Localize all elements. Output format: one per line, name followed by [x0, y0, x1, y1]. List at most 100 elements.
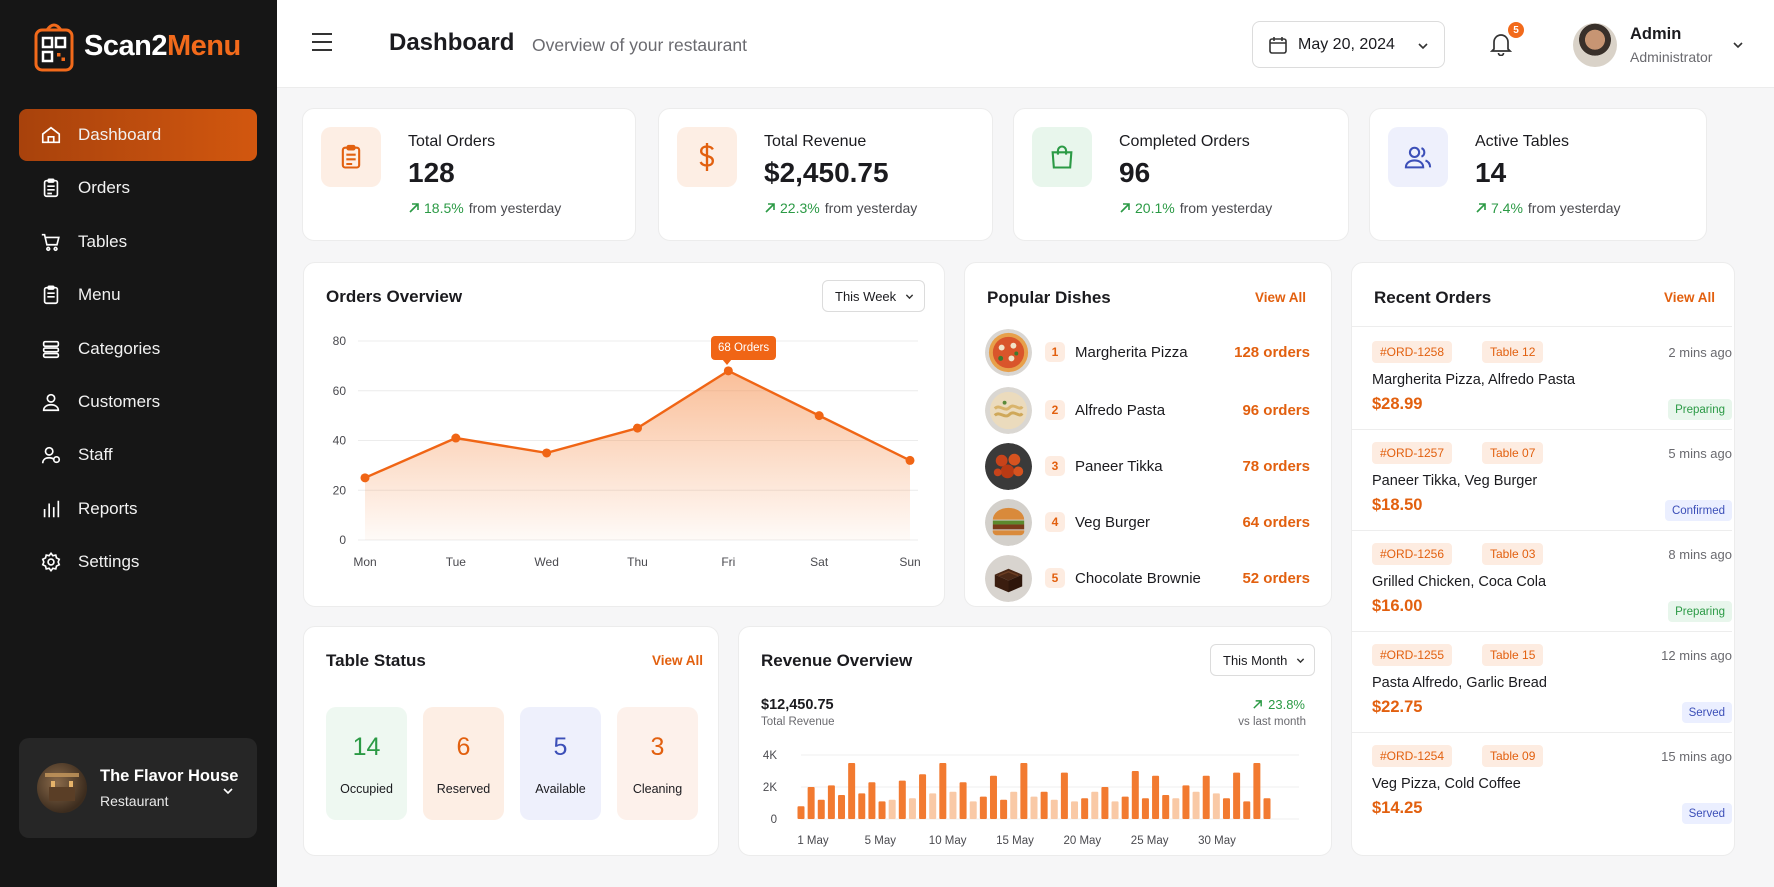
status-badge: Confirmed [1664, 500, 1732, 521]
home-icon [41, 126, 61, 144]
order-row[interactable]: #ORD-1254 Table 09 15 mins ago Veg Pizza… [1372, 745, 1732, 845]
revenue-change-label: vs last month [1238, 716, 1306, 728]
revenue-change: 23.8% [1252, 697, 1305, 712]
dish-orders: 128 orders [1234, 343, 1310, 361]
chevron-down-icon [906, 293, 914, 299]
revenue-bar [1162, 795, 1170, 819]
sidebar-item-label: Categories [78, 338, 161, 358]
order-items: Margherita Pizza, Alfredo Pasta [1372, 372, 1576, 388]
dish-row[interactable]: 4 Veg Burger 64 orders [985, 498, 1310, 546]
dish-orders: 52 orders [1242, 569, 1310, 587]
sidebar-item-label: Dashboard [78, 125, 162, 144]
order-row[interactable]: #ORD-1255 Table 15 12 mins ago Pasta Alf… [1372, 644, 1732, 744]
dish-orders: 78 orders [1242, 457, 1310, 475]
order-time: 5 mins ago [1668, 446, 1732, 461]
sidebar-item-menu[interactable]: Menu [19, 269, 257, 321]
table-status-count: 6 [456, 733, 471, 761]
brownie-image [985, 554, 1032, 602]
stat-change: 7.4% from yesterday [1475, 200, 1621, 216]
dropdown-value: This Week [835, 288, 897, 304]
dish-rank: 5 [1045, 568, 1065, 588]
revenue-bar [817, 799, 825, 819]
dish-row[interactable]: 5 Chocolate Brownie 52 orders [985, 554, 1310, 602]
bell-icon[interactable] [1490, 32, 1512, 56]
hamburger-menu-icon[interactable] [311, 32, 333, 52]
restaurant-info: The Flavor House Restaurant [100, 767, 238, 809]
table-status-cleaning[interactable]: 3 Cleaning [617, 707, 698, 820]
order-id-tag: #ORD-1256 [1372, 543, 1453, 565]
stat-label: Total Orders [408, 133, 496, 150]
sidebar-item-customers[interactable]: Customers [19, 376, 257, 428]
revenue-bar [1202, 775, 1210, 819]
dish-name: Margherita Pizza [1075, 343, 1188, 361]
order-table-tag: Table 03 [1482, 543, 1544, 565]
sidebar-item-reports[interactable]: Reports [19, 483, 257, 535]
sidebar-item-tables[interactable]: Tables [19, 216, 257, 268]
sidebar-item-settings[interactable]: Settings [19, 536, 257, 588]
revenue-bar [1091, 791, 1099, 819]
stat-label: Total Revenue [764, 133, 867, 150]
notification-badge: 5 [1508, 22, 1524, 38]
card-title: Orders Overview [326, 287, 463, 306]
page-title: Dashboard [389, 29, 515, 56]
revenue-bar [878, 801, 886, 819]
user-avatar[interactable] [1573, 23, 1617, 67]
staff-icon [41, 447, 61, 464]
sidebar-item-staff[interactable]: Staff [19, 429, 257, 481]
chart-tooltip: 68 Orders [711, 336, 777, 360]
sidebar-item-label: Menu [78, 285, 121, 305]
brand-logo[interactable]: Scan2Menu [34, 20, 241, 72]
recent-orders-view-all-link[interactable]: View All [1664, 290, 1716, 305]
order-row[interactable]: #ORD-1256 Table 03 8 mins ago Grilled Ch… [1372, 543, 1732, 643]
revenue-range-dropdown[interactable]: This Month [1210, 644, 1315, 676]
table-status-view-all-link[interactable]: View All [652, 653, 704, 668]
dish-rank: 4 [1045, 512, 1065, 532]
revenue-bar [1212, 793, 1220, 819]
order-row[interactable]: #ORD-1257 Table 07 5 mins ago Paneer Tik… [1372, 442, 1732, 542]
revenue-bar [858, 793, 866, 819]
order-table-tag: Table 15 [1482, 644, 1544, 666]
date-picker[interactable]: May 20, 2024 [1252, 21, 1445, 68]
order-time: 15 mins ago [1661, 749, 1732, 764]
table-status-occupied[interactable]: 14 Occupied [326, 707, 407, 820]
table-status-available[interactable]: 5 Available [520, 707, 601, 820]
dropdown-value: This Month [1223, 652, 1288, 668]
stat-icon-box [321, 127, 381, 187]
revenue-bar [1101, 787, 1109, 819]
dish-rank: 2 [1045, 400, 1065, 420]
chevron-down-icon[interactable] [1731, 38, 1745, 52]
sidebar-item-dashboard[interactable]: Dashboard [19, 109, 257, 161]
revenue-bar [807, 787, 815, 819]
user-icon [42, 393, 60, 412]
revenue-bar [1010, 791, 1018, 819]
stat-change-percent: 20.1% [1135, 200, 1175, 216]
data-point [905, 455, 915, 465]
revenue-bar [908, 798, 916, 819]
revenue-bar [827, 785, 835, 819]
sidebar-item-orders[interactable]: Orders [19, 162, 257, 214]
y-tick-label: 60 [333, 384, 347, 398]
data-point [633, 423, 642, 433]
dish-name: Alfredo Pasta [1075, 401, 1166, 419]
dish-row[interactable]: 2 Alfredo Pasta 96 orders [985, 386, 1310, 434]
order-time: 2 mins ago [1668, 345, 1732, 360]
stat-value: 128 [408, 157, 455, 188]
trend-up-icon [1253, 700, 1263, 709]
restaurant-switcher[interactable]: The Flavor House Restaurant [19, 738, 257, 838]
orders-range-dropdown[interactable]: This Week [822, 280, 925, 312]
sidebar-item-categories[interactable]: Categories [19, 323, 257, 375]
brand-name: Scan2Menu [84, 29, 241, 62]
stat-card-total-orders: Total Orders 128 18.5% from yesterday [302, 108, 636, 241]
x-tick-label: Thu [627, 555, 648, 569]
order-items: Grilled Chicken, Coca Cola [1372, 574, 1547, 590]
data-point [814, 411, 824, 421]
order-id-tag: #ORD-1254 [1372, 745, 1453, 767]
order-row[interactable]: #ORD-1258 Table 12 2 mins ago Margherita… [1372, 341, 1732, 441]
revenue-bar [1141, 798, 1149, 819]
popular-dishes-view-all-link[interactable]: View All [1255, 290, 1307, 305]
dish-row[interactable]: 3 Paneer Tikka 78 orders [985, 442, 1310, 490]
table-status-reserved[interactable]: 6 Reserved [423, 707, 504, 820]
dish-row[interactable]: 1 Margherita Pizza 128 orders [985, 328, 1310, 376]
divider [1352, 326, 1732, 327]
trend-up-icon [409, 203, 419, 213]
